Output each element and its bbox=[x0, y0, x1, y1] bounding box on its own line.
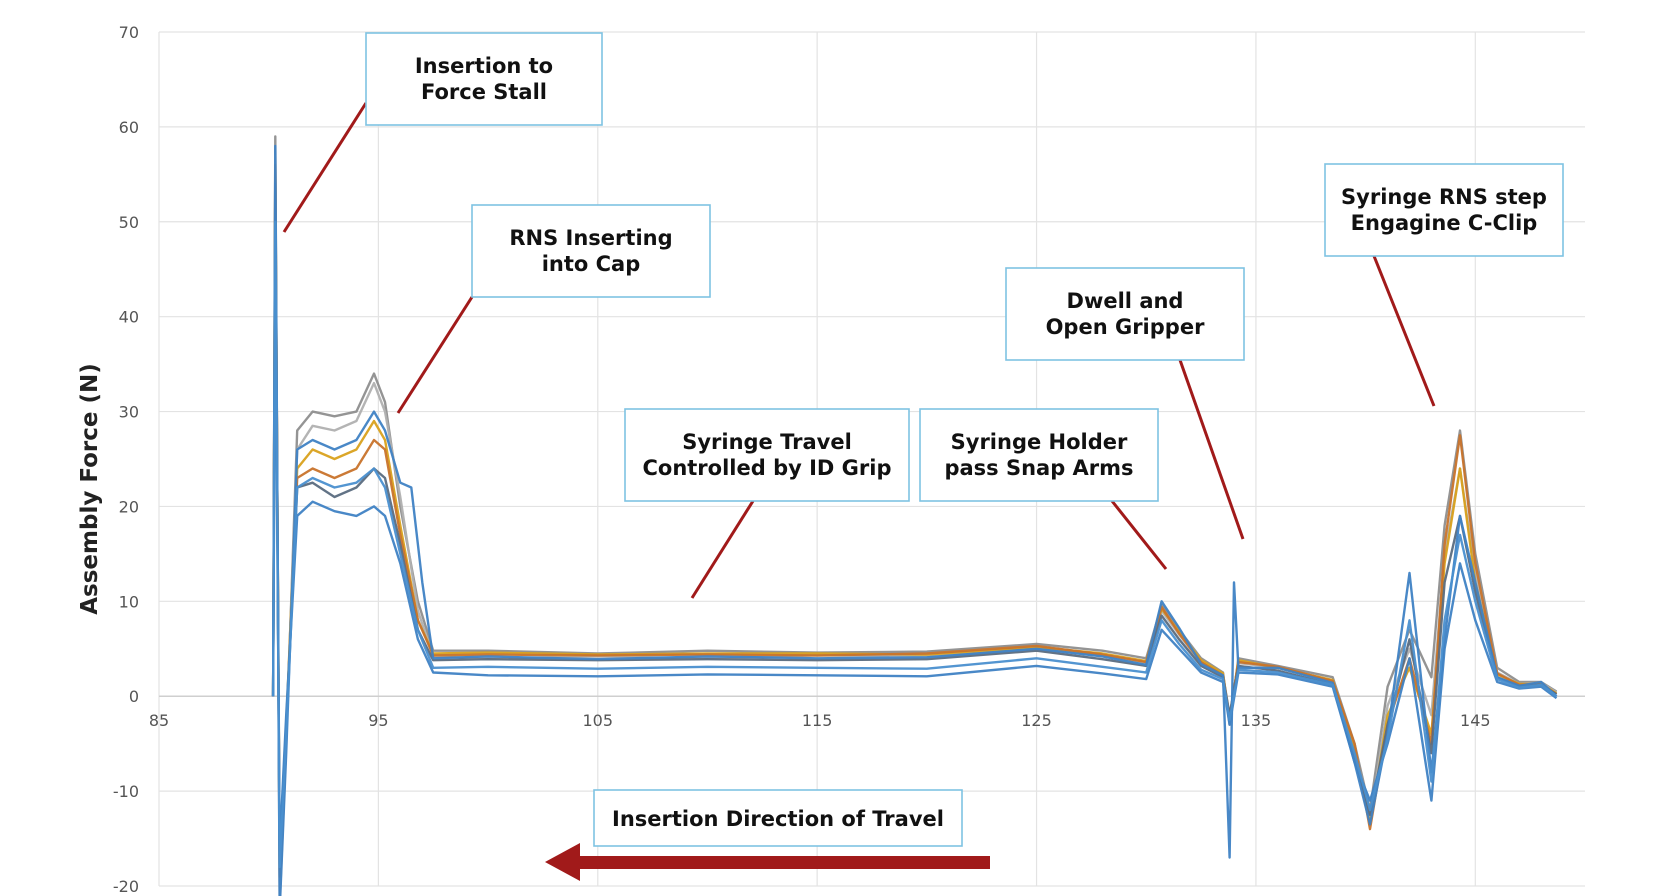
series-line-5 bbox=[271, 182, 1558, 859]
y-tick-label: 50 bbox=[119, 213, 139, 232]
callout-box bbox=[919, 408, 1159, 502]
callout-text: Syringe Holder bbox=[951, 430, 1128, 454]
series-line-2 bbox=[271, 154, 1558, 888]
y-tick-label: 30 bbox=[119, 403, 139, 422]
y-axis-label: Assembly Force (N) bbox=[77, 363, 103, 615]
callout-text: into Cap bbox=[542, 252, 641, 276]
callout-box bbox=[365, 32, 603, 126]
callout-text: Open Gripper bbox=[1046, 315, 1205, 339]
callout-leader-line bbox=[396, 296, 474, 414]
y-tick-label: 60 bbox=[119, 118, 139, 137]
x-tick-label: 145 bbox=[1460, 711, 1491, 730]
callout-box bbox=[471, 204, 711, 298]
callout-leader-line bbox=[1178, 359, 1245, 540]
y-tick-label: 40 bbox=[119, 308, 139, 327]
callout-leader-line bbox=[690, 500, 755, 599]
series-line-7 bbox=[271, 268, 1558, 850]
callout-box bbox=[624, 408, 910, 502]
callout-box bbox=[1005, 267, 1245, 361]
direction-arrow-head-icon bbox=[545, 843, 580, 881]
series-line-8 bbox=[271, 220, 1558, 869]
x-tick-label: 95 bbox=[368, 711, 388, 730]
callout-text: Controlled by ID Grip bbox=[642, 456, 891, 480]
y-tick-label: 10 bbox=[119, 592, 139, 611]
callout-text: Insertion to bbox=[415, 54, 553, 78]
callout-text: Engagine C-Clip bbox=[1351, 211, 1538, 235]
callout-text: Syringe RNS step bbox=[1341, 185, 1547, 209]
series-line-3 bbox=[271, 173, 1558, 869]
callout-box bbox=[1324, 163, 1564, 257]
y-tick-label: 0 bbox=[129, 687, 139, 706]
callout-text: Force Stall bbox=[421, 80, 547, 104]
callout-leader-line bbox=[282, 102, 368, 233]
y-tick-label: 20 bbox=[119, 497, 139, 516]
callout-leader-line bbox=[1372, 255, 1436, 407]
x-tick-label: 85 bbox=[149, 711, 169, 730]
callout-text: RNS Inserting bbox=[509, 226, 672, 250]
x-tick-label: 115 bbox=[802, 711, 833, 730]
callout-text: Syringe Travel bbox=[682, 430, 852, 454]
callout-leader-line bbox=[1110, 500, 1168, 570]
direction-arrow-shaft bbox=[578, 856, 990, 869]
series-line-4 bbox=[271, 163, 1558, 878]
callout-text: pass Snap Arms bbox=[944, 456, 1133, 480]
direction-label: Insertion Direction of Travel bbox=[612, 807, 944, 831]
x-tick-label: 105 bbox=[582, 711, 613, 730]
direction-label-box bbox=[593, 789, 963, 847]
y-tick-label: 70 bbox=[119, 23, 139, 42]
callout-text: Dwell and bbox=[1067, 289, 1184, 313]
x-tick-label: 125 bbox=[1021, 711, 1052, 730]
y-tick-label: -20 bbox=[113, 877, 139, 896]
y-tick-label: -10 bbox=[113, 782, 139, 801]
x-tick-label: 135 bbox=[1241, 711, 1272, 730]
